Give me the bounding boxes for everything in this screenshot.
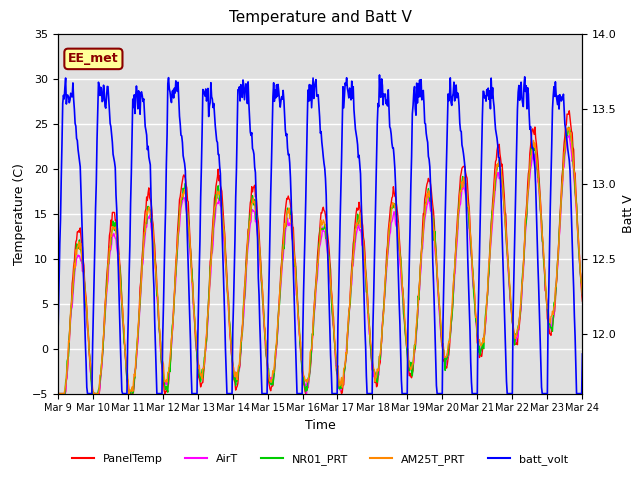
Legend: PanelTemp, AirT, NR01_PRT, AM25T_PRT, batt_volt: PanelTemp, AirT, NR01_PRT, AM25T_PRT, ba… bbox=[68, 450, 572, 469]
X-axis label: Time: Time bbox=[305, 419, 335, 432]
Text: EE_met: EE_met bbox=[68, 52, 119, 65]
Y-axis label: Temperature (C): Temperature (C) bbox=[13, 163, 26, 264]
Title: Temperature and Batt V: Temperature and Batt V bbox=[228, 11, 412, 25]
Y-axis label: Batt V: Batt V bbox=[623, 194, 636, 233]
